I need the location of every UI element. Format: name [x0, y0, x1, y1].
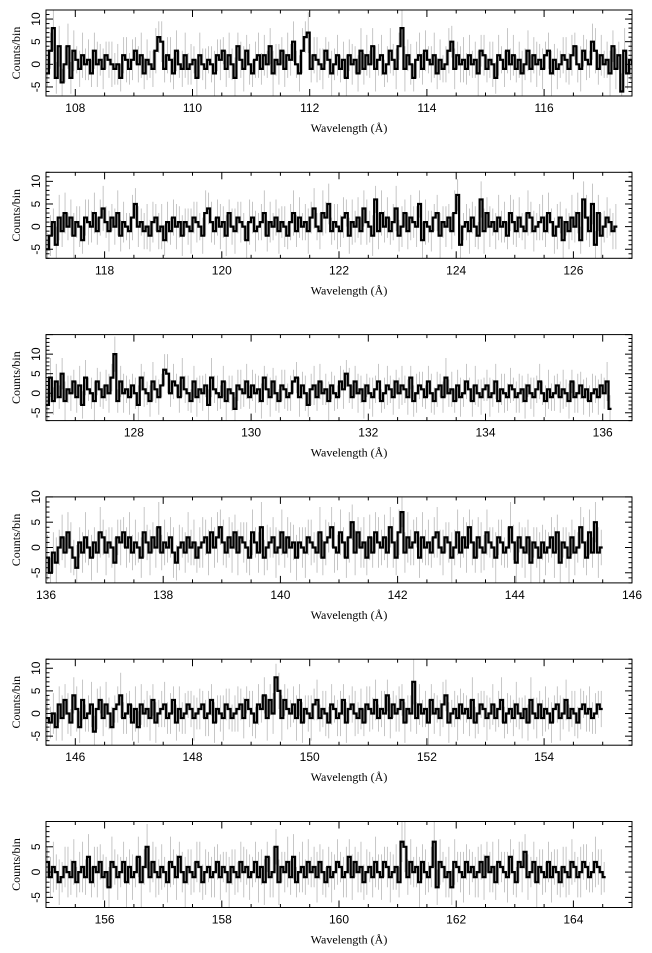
y-axis-title: Counts/bin: [9, 676, 23, 729]
x-tick-label: 162: [446, 913, 466, 927]
y-axis-title: Counts/bin: [9, 351, 23, 404]
x-tick-label: 116: [535, 101, 554, 115]
plot-frame: [45, 334, 633, 422]
y-tick-label: 10: [29, 174, 43, 188]
error-bars: [47, 659, 602, 746]
y-tick-label: -5: [29, 81, 43, 92]
x-tick-label: 146: [65, 750, 85, 764]
spectrum-line: [46, 193, 618, 251]
panel-2: 118 120 122 124 126 -5 0 5 10 Wavelength (Å) Count…: [9, 171, 633, 297]
x-tick-label: 154: [534, 750, 554, 764]
panel-3: 128 130 132 134 136 -5 0 5 10 Wavelength (Å) Count…: [9, 334, 633, 460]
y-tick-label: -5: [29, 730, 43, 741]
y-tick-label: 5: [29, 370, 43, 377]
x-tick-label: 138: [153, 588, 173, 602]
x-tick-label: 156: [95, 913, 115, 927]
y-tick-label: 5: [29, 200, 43, 207]
spectrum-line: [46, 840, 606, 889]
y-tick-label: 0: [29, 61, 43, 68]
x-axis-title: Wavelength (Å): [311, 121, 388, 135]
panel-6: 156 158 160 162 164 -5 0 5 Wavelength (Å) Counts/…: [9, 821, 633, 947]
y-tick-label: 0: [29, 223, 43, 230]
spectrum-line: [46, 353, 612, 410]
x-tick-label: 128: [124, 426, 144, 440]
x-tick-label: 160: [329, 913, 349, 927]
x-tick-label: 120: [212, 263, 232, 277]
x-axis-title: Wavelength (Å): [311, 446, 388, 460]
x-tick-label: 118: [95, 263, 114, 277]
y-tick-label: 5: [29, 519, 43, 526]
y-tick-label: 5: [29, 38, 43, 45]
y-tick-label: 10: [29, 490, 43, 504]
y-axis-title: Counts/bin: [9, 27, 23, 80]
y-tick-label: 5: [29, 843, 43, 850]
y-tick-label: -5: [29, 567, 43, 578]
y-tick-label: 10: [29, 12, 43, 26]
x-tick-label: 108: [65, 101, 85, 115]
error-bars: [47, 336, 611, 421]
x-tick-label: 142: [388, 588, 408, 602]
x-tick-label: 136: [593, 426, 613, 440]
x-tick-label: 136: [36, 588, 56, 602]
y-tick-label: 0: [29, 710, 43, 717]
y-tick-label: -5: [29, 892, 43, 903]
x-tick-label: 110: [183, 101, 202, 115]
y-axis-title: Counts/bin: [9, 514, 23, 567]
x-tick-label: 134: [475, 426, 495, 440]
x-tick-label: 114: [417, 101, 436, 115]
y-tick-label: -5: [29, 244, 43, 255]
x-axis-title: Wavelength (Å): [311, 770, 388, 784]
x-tick-label: 132: [358, 426, 378, 440]
panel-4: 136 138 140 142 144 146 -5 0 5 10 Wavelength (Å) Co…: [9, 490, 642, 622]
x-tick-label: 112: [300, 101, 319, 115]
x-tick-label: 148: [182, 750, 202, 764]
x-tick-label: 150: [300, 750, 320, 764]
y-tick-label: 0: [29, 544, 43, 551]
panel-1: 108 110 112 114 116 -5 0 5 10 Wavelength (Å) Count…: [9, 9, 633, 135]
spectrum-line: [46, 27, 632, 93]
spectrum-line: [46, 676, 603, 733]
x-tick-label: 144: [505, 588, 525, 602]
y-tick-label: 10: [29, 661, 43, 675]
x-tick-label: 122: [329, 263, 349, 277]
x-axis-title: Wavelength (Å): [311, 608, 388, 622]
x-tick-label: 126: [563, 263, 583, 277]
x-tick-label: 152: [417, 750, 437, 764]
y-tick-label: 0: [29, 868, 43, 875]
x-axis-title: Wavelength (Å): [311, 933, 388, 947]
x-tick-label: 146: [622, 588, 642, 602]
y-tick-label: 10: [29, 347, 43, 361]
y-tick-label: 0: [29, 390, 43, 397]
x-tick-label: 124: [446, 263, 466, 277]
x-tick-label: 130: [241, 426, 261, 440]
plot-frame: [45, 658, 633, 746]
y-axis-title: Counts/bin: [9, 189, 23, 242]
panel-5: 146 148 150 152 154 -5 0 5 10 Wavelength (Å) Count…: [9, 658, 633, 784]
y-tick-label: 5: [29, 687, 43, 694]
error-bars: [47, 179, 617, 259]
x-axis-title: Wavelength (Å): [311, 283, 388, 297]
y-axis-title: Counts/bin: [9, 838, 23, 891]
x-tick-label: 158: [212, 913, 232, 927]
x-tick-label: 140: [270, 588, 290, 602]
spectrum-line: [46, 510, 603, 574]
x-tick-label: 164: [563, 913, 583, 927]
y-tick-label: -5: [29, 407, 43, 418]
